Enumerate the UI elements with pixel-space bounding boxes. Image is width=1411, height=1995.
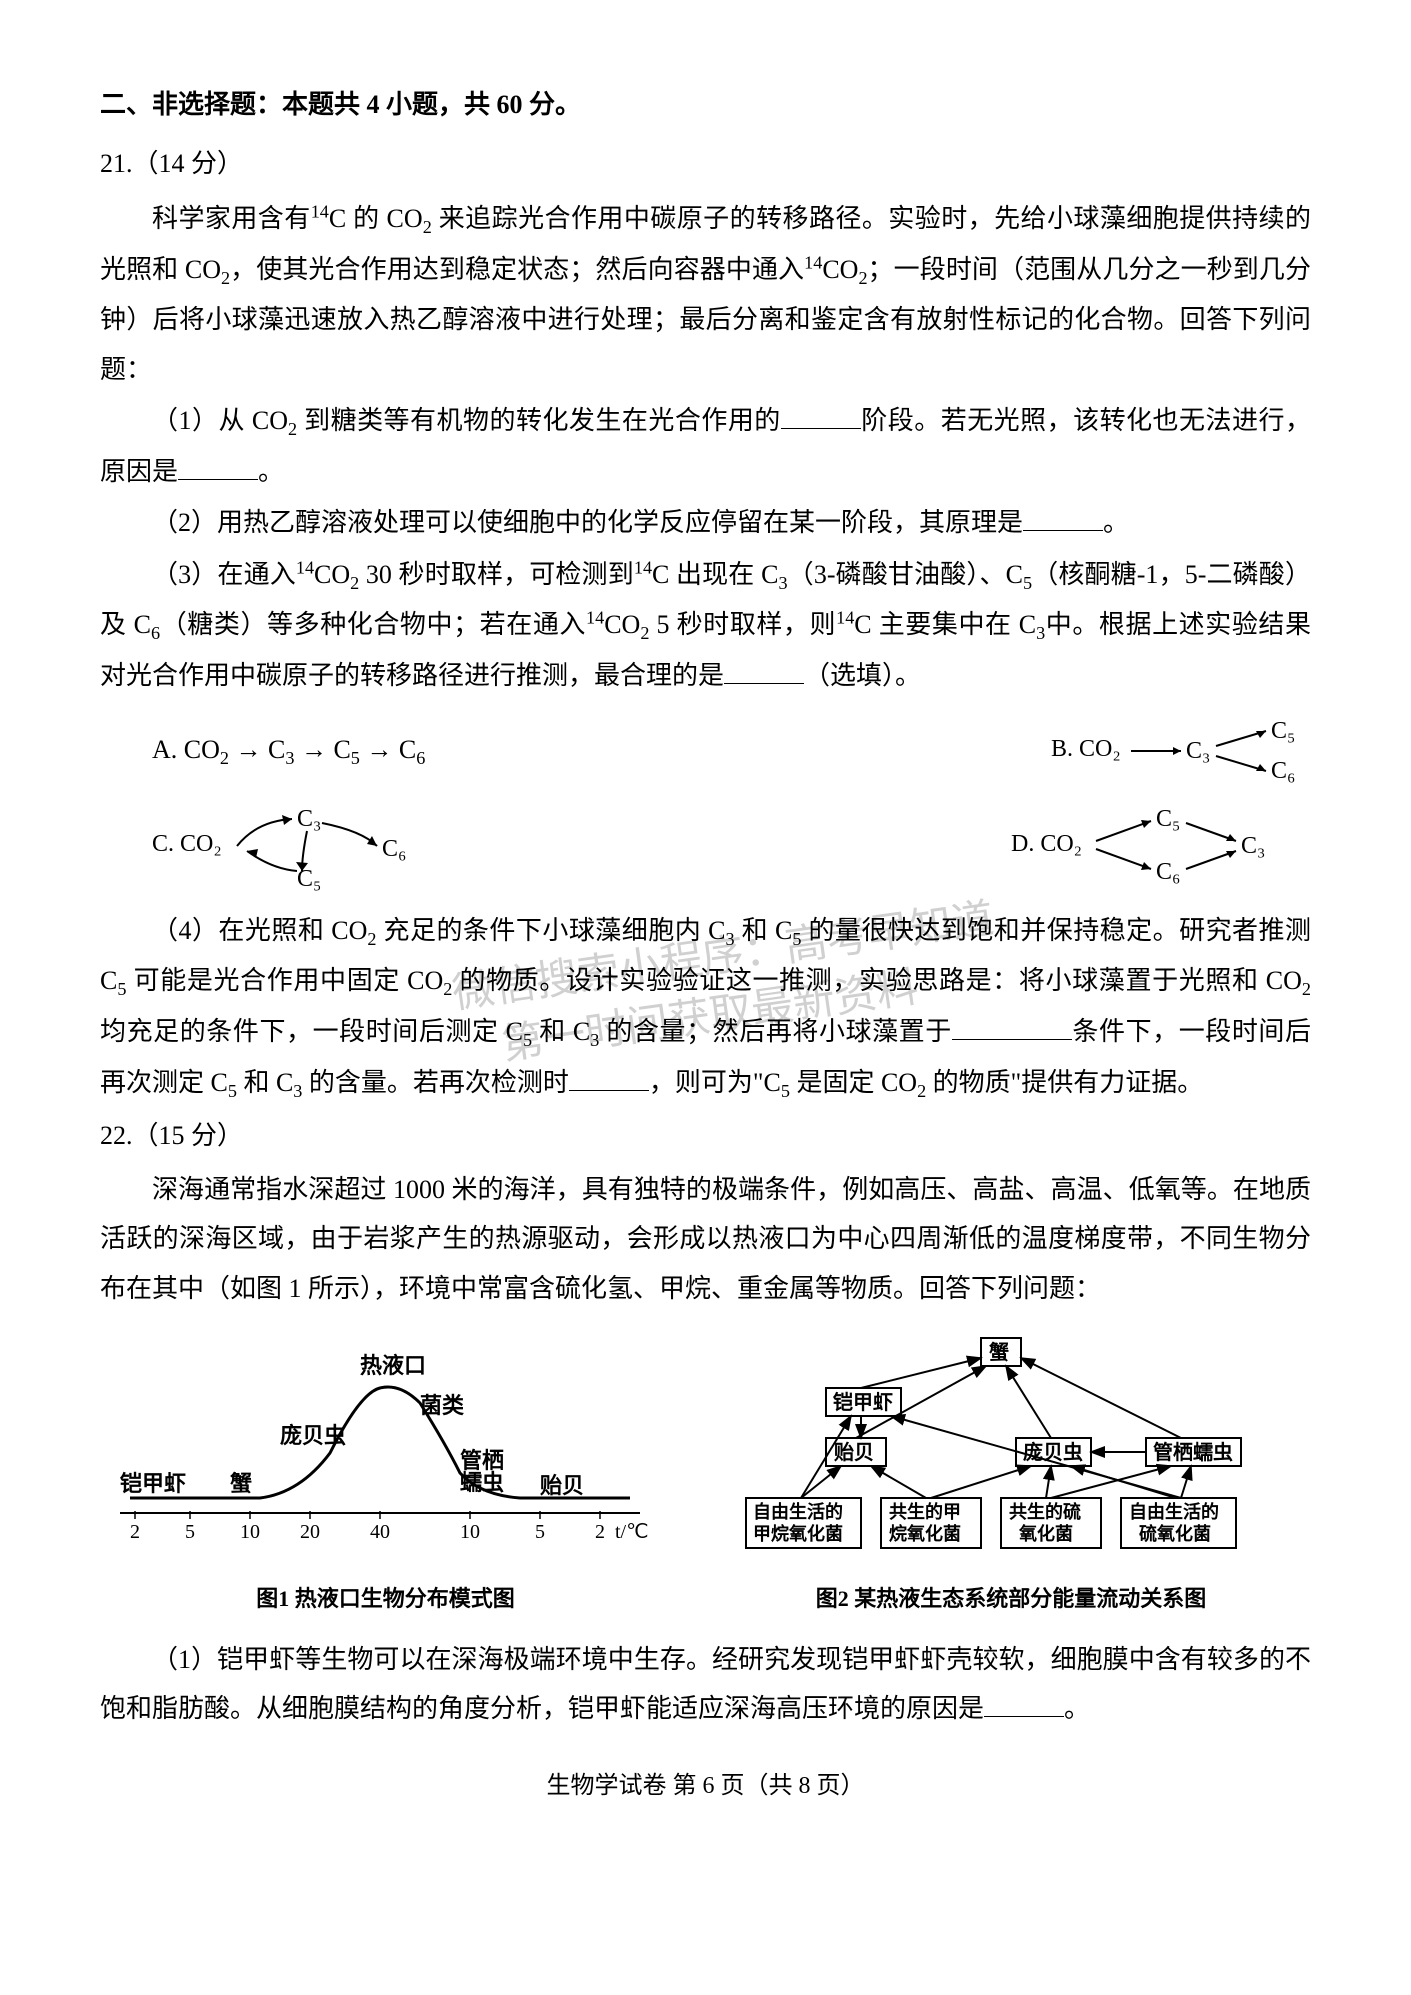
svg-text:氧化菌: 氧化菌 xyxy=(1018,1523,1073,1544)
blank xyxy=(781,398,861,429)
svg-text:硫氧化菌: 硫氧化菌 xyxy=(1139,1523,1211,1544)
q21-intro: 科学家用含有14C 的 CO2 来追踪光合作用中碳原子的转移路径。实验时，先给小… xyxy=(100,194,1311,394)
svg-text:C₆: C₆ xyxy=(1271,758,1295,784)
svg-text:自由生活的: 自由生活的 xyxy=(1129,1501,1219,1522)
q21-options: A. CO2 → C3 → C5 → C6 B. CO₂ C₃ C₅ C₆ xyxy=(100,716,1311,786)
svg-text:B. CO₂: B. CO₂ xyxy=(1051,736,1121,762)
svg-text:20: 20 xyxy=(300,1521,320,1543)
svg-text:蟹: 蟹 xyxy=(989,1340,1009,1364)
figure-2-svg: 蟹 铠甲虾 贻贝 庞贝虫 管栖蠕虫 自由生活的 甲烷氧化菌 共生的甲 烷氧化菌 … xyxy=(711,1333,1311,1573)
figure-2-caption: 图2 某热液生态系统部分能量流动关系图 xyxy=(711,1578,1311,1620)
label-crab: 蟹 xyxy=(230,1471,252,1496)
page-footer: 生物学试卷 第 6 页（共 8 页） xyxy=(100,1764,1311,1810)
svg-text:40: 40 xyxy=(370,1521,390,1543)
q22-intro: 深海通常指水深超过 1000 米的海洋，具有独特的极端条件，例如高压、高盐、高温… xyxy=(100,1165,1311,1313)
svg-text:C₃: C₃ xyxy=(1186,738,1210,764)
option-b: B. CO₂ C₃ C₅ C₆ xyxy=(1051,716,1311,786)
svg-text:C₅: C₅ xyxy=(297,866,321,891)
blank xyxy=(984,1686,1064,1717)
q21-sub3: （3）在通入14CO2 30 秒时取样，可检测到14C 出现在 C3（3-磷酸甘… xyxy=(100,550,1311,701)
svg-text:10: 10 xyxy=(240,1521,260,1543)
svg-text:2: 2 xyxy=(130,1521,140,1543)
label-clam: 庞贝虫 xyxy=(280,1423,346,1448)
svg-text:管栖蠕虫: 管栖蠕虫 xyxy=(1153,1440,1233,1464)
svg-text:烷氧化菌: 烷氧化菌 xyxy=(889,1523,961,1544)
svg-text:蠕虫: 蠕虫 xyxy=(460,1470,504,1495)
option-b-diagram: B. CO₂ C₃ C₅ C₆ xyxy=(1051,716,1311,786)
svg-text:C₃: C₃ xyxy=(1241,833,1265,859)
figure-1: 热液口 菌类 庞贝虫 管栖 蠕虫 贻贝 蟹 铠甲虾 2 5 10 20 40 xyxy=(100,1333,671,1620)
svg-text:5: 5 xyxy=(185,1521,195,1543)
q21-sub2: （2）用热乙醇溶液处理可以使细胞中的化学反应停留在某一阶段，其原理是。 xyxy=(100,498,1311,547)
svg-text:C₆: C₆ xyxy=(1156,859,1180,885)
svg-text:共生的甲: 共生的甲 xyxy=(889,1501,961,1522)
option-d: D. CO₂ C₅ C₆ C₃ xyxy=(1011,801,1311,891)
svg-text:C. CO₂: C. CO₂ xyxy=(152,831,222,857)
svg-text:庞贝虫: 庞贝虫 xyxy=(1023,1440,1083,1464)
blank xyxy=(569,1060,649,1091)
label-bacteria: 菌类 xyxy=(420,1393,465,1418)
svg-text:2: 2 xyxy=(595,1521,605,1543)
blank xyxy=(724,653,804,684)
q22-sub1: （1）铠甲虾等生物可以在深海极端环境中生存。经研究发现铠甲虾虾壳较软，细胞膜中含… xyxy=(100,1635,1311,1734)
option-a: A. CO2 → C3 → C5 → C6 xyxy=(152,716,425,786)
svg-text:t/℃: t/℃ xyxy=(615,1521,649,1543)
blank xyxy=(178,449,258,480)
blank xyxy=(952,1009,1072,1040)
svg-text:C₆: C₆ xyxy=(382,836,406,862)
figure-1-caption: 图1 热液口生物分布模式图 xyxy=(100,1578,671,1620)
option-a-label: A. CO2 → C3 → C5 → C6 xyxy=(152,725,425,776)
label-mussel: 贻贝 xyxy=(540,1473,584,1498)
section-header: 二、非选择题：本题共 4 小题，共 60 分。 xyxy=(100,80,1311,129)
blank xyxy=(1023,500,1103,531)
figure-2: 蟹 铠甲虾 贻贝 庞贝虫 管栖蠕虫 自由生活的 甲烷氧化菌 共生的甲 烷氧化菌 … xyxy=(711,1333,1311,1620)
svg-text:5: 5 xyxy=(535,1521,545,1543)
svg-text:10: 10 xyxy=(460,1521,480,1543)
q21-options-2: C. CO₂ C₃ C₆ C₅ D. CO₂ C₅ C₆ C xyxy=(100,801,1311,891)
option-c: C. CO₂ C₃ C₆ C₅ xyxy=(152,801,472,891)
q22-number: 22.（15 分） xyxy=(100,1111,1311,1160)
svg-text:共生的硫: 共生的硫 xyxy=(1009,1501,1081,1522)
q21-number: 21.（14 分） xyxy=(100,139,1311,188)
svg-text:C₅: C₅ xyxy=(1156,806,1180,832)
svg-text:贻贝: 贻贝 xyxy=(834,1440,874,1464)
option-c-diagram: C. CO₂ C₃ C₆ C₅ xyxy=(152,801,472,891)
svg-text:甲烷氧化菌: 甲烷氧化菌 xyxy=(753,1523,843,1544)
option-d-diagram: D. CO₂ C₅ C₆ C₃ xyxy=(1011,801,1311,891)
label-vent: 热液口 xyxy=(360,1353,426,1378)
figures-row: 热液口 菌类 庞贝虫 管栖 蠕虫 贻贝 蟹 铠甲虾 2 5 10 20 40 xyxy=(100,1333,1311,1620)
svg-text:C₃: C₃ xyxy=(297,806,321,832)
q21-sub1: （1）从 CO2 到糖类等有机物的转化发生在光合作用的阶段。若无光照，该转化也无… xyxy=(100,396,1311,496)
figure-1-svg: 热液口 菌类 庞贝虫 管栖 蠕虫 贻贝 蟹 铠甲虾 2 5 10 20 40 xyxy=(100,1333,660,1573)
svg-text:D. CO₂: D. CO₂ xyxy=(1011,831,1082,857)
q21-sub4: （4）在光照和 CO2 充足的条件下小球藻细胞内 C3 和 C5 的量很快达到饱… xyxy=(100,906,1311,1109)
label-shrimp: 铠甲虾 xyxy=(120,1471,186,1496)
svg-text:C₅: C₅ xyxy=(1271,718,1295,744)
svg-text:铠甲虾: 铠甲虾 xyxy=(833,1390,893,1414)
svg-text:自由生活的: 自由生活的 xyxy=(753,1501,843,1522)
